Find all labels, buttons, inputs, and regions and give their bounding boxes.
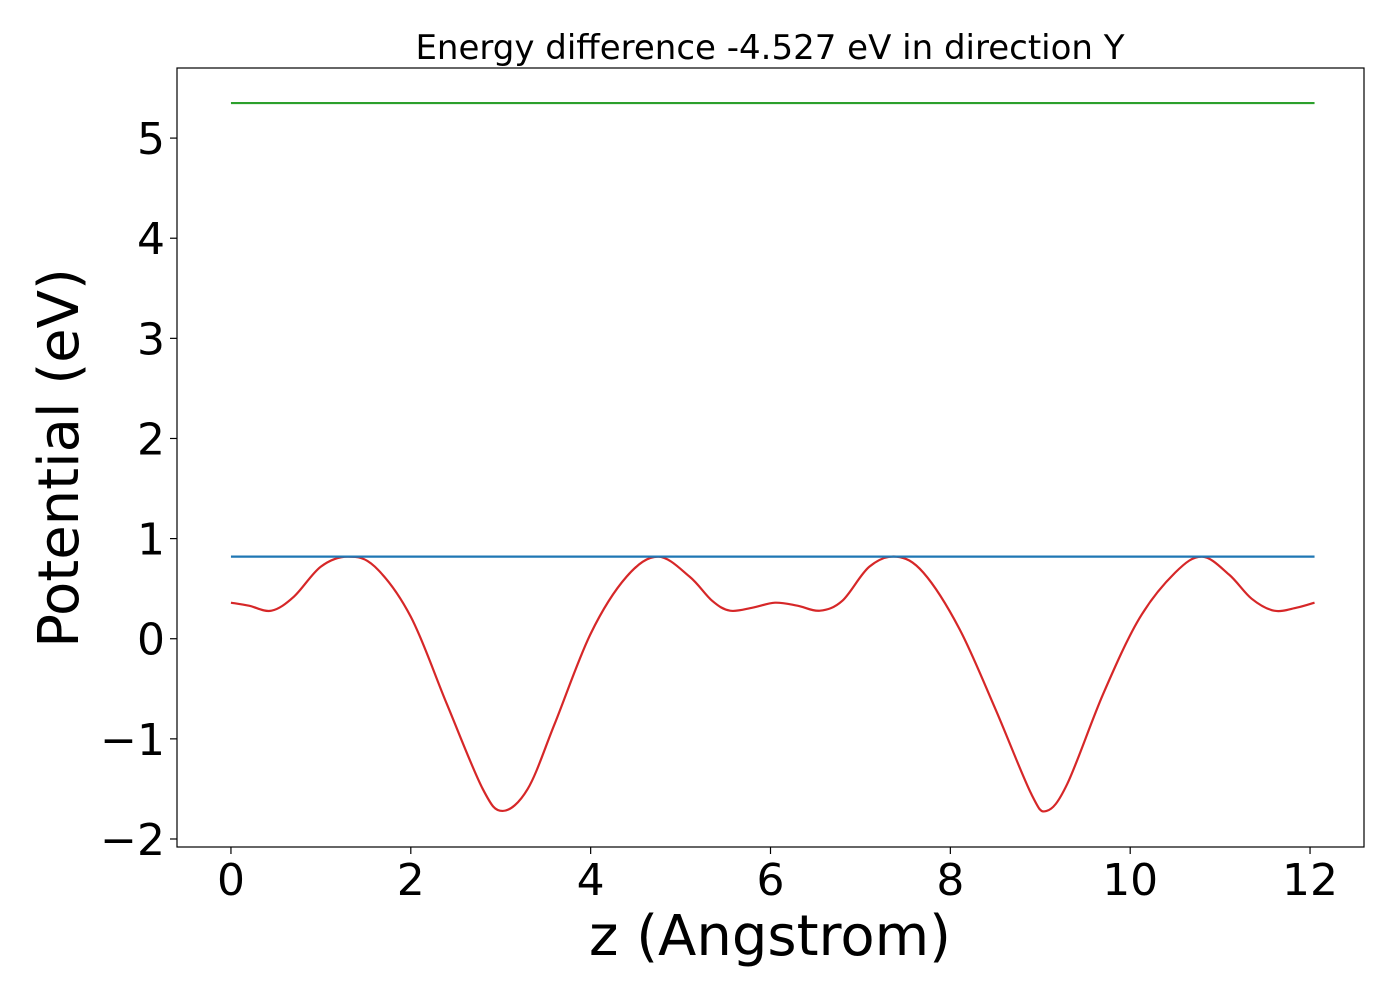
x-tick-label: 0: [217, 855, 245, 906]
plot-area: [230, 101, 1315, 813]
x-axis: 0 2 4 6 8 10 12: [217, 847, 1338, 906]
y-axis-label: Potential (eV): [27, 268, 92, 648]
y-tick-label: 3: [137, 314, 165, 365]
y-tick-label: −2: [100, 815, 165, 866]
x-tick-label: 8: [936, 855, 964, 906]
x-tick-label: 10: [1102, 855, 1158, 906]
x-tick-label: 2: [397, 855, 425, 906]
x-tick-label: 4: [577, 855, 605, 906]
chart-title: Energy difference -4.527 eV in direction…: [415, 28, 1124, 68]
x-tick-label: 6: [757, 855, 785, 906]
y-tick-label: 0: [137, 615, 165, 666]
y-tick-label: 4: [137, 214, 165, 265]
x-axis-label: z (Angstrom): [589, 904, 951, 969]
y-axis: −2 −1 0 1 2 3 4 5: [100, 114, 177, 866]
y-tick-label: 5: [137, 114, 165, 165]
y-tick-label: 2: [137, 414, 165, 465]
y-tick-label: 1: [137, 515, 165, 566]
series-line-0: [230, 555, 1315, 813]
x-tick-label: 12: [1282, 855, 1338, 906]
y-tick-label: −1: [100, 715, 165, 766]
